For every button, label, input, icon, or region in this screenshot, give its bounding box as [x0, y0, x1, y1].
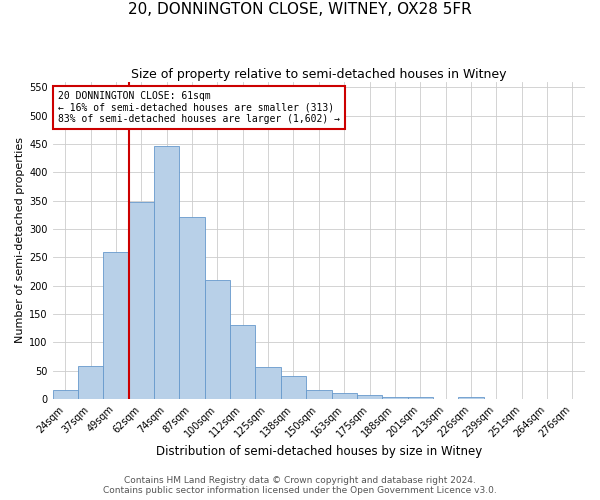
Title: Size of property relative to semi-detached houses in Witney: Size of property relative to semi-detach…: [131, 68, 506, 80]
Bar: [357, 394, 382, 399]
Bar: [382, 397, 407, 399]
Bar: [306, 390, 332, 399]
Bar: [332, 393, 357, 399]
Bar: [78, 366, 103, 399]
Text: Contains HM Land Registry data © Crown copyright and database right 2024.
Contai: Contains HM Land Registry data © Crown c…: [103, 476, 497, 495]
Bar: [458, 398, 484, 399]
Text: 20, DONNINGTON CLOSE, WITNEY, OX28 5FR: 20, DONNINGTON CLOSE, WITNEY, OX28 5FR: [128, 2, 472, 18]
Text: 20 DONNINGTON CLOSE: 61sqm
← 16% of semi-detached houses are smaller (313)
83% o: 20 DONNINGTON CLOSE: 61sqm ← 16% of semi…: [58, 91, 340, 124]
Bar: [560, 398, 585, 399]
Bar: [205, 280, 230, 399]
Bar: [484, 398, 509, 399]
Bar: [53, 390, 78, 399]
Bar: [230, 326, 256, 399]
Bar: [154, 146, 179, 399]
Bar: [179, 216, 205, 399]
X-axis label: Distribution of semi-detached houses by size in Witney: Distribution of semi-detached houses by …: [156, 444, 482, 458]
Bar: [256, 367, 281, 399]
Bar: [407, 398, 433, 399]
Bar: [103, 252, 129, 399]
Y-axis label: Number of semi-detached properties: Number of semi-detached properties: [15, 138, 25, 344]
Bar: [281, 376, 306, 399]
Bar: [129, 202, 154, 399]
Bar: [535, 398, 560, 399]
Bar: [509, 398, 535, 399]
